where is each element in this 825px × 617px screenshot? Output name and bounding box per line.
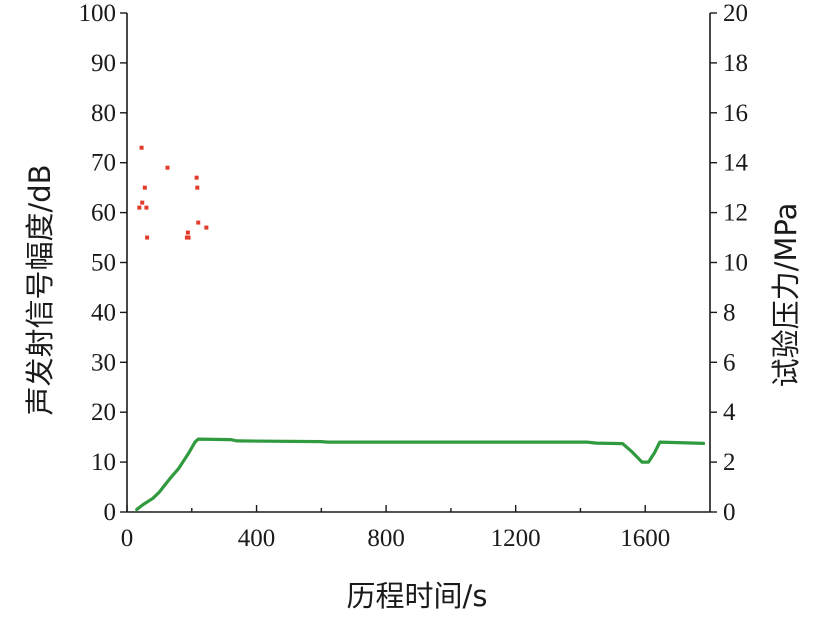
amplitude-point xyxy=(196,220,201,225)
left-y-tick-label: 40 xyxy=(91,299,116,326)
right-y-tick-label: 6 xyxy=(723,349,736,376)
right-y-tick-label: 2 xyxy=(723,449,736,476)
right-y-tick-label: 4 xyxy=(723,399,736,426)
right-y-tick-label: 18 xyxy=(723,50,748,77)
x-tick-label: 800 xyxy=(367,525,405,552)
right-y-tick-label: 14 xyxy=(723,150,749,177)
left-y-tick-label: 20 xyxy=(91,399,116,426)
amplitude-point xyxy=(137,205,142,210)
right-y-tick-label: 20 xyxy=(723,0,748,27)
x-axis-title: 历程时间/s xyxy=(347,579,488,613)
amplitude-point xyxy=(142,185,147,190)
pressure-line xyxy=(135,437,706,512)
amplitude-point xyxy=(194,175,199,180)
right-y-tick-label: 12 xyxy=(723,200,748,227)
x-tick-label: 1200 xyxy=(491,525,541,552)
right-y-tick-label: 0 xyxy=(723,499,736,526)
x-tick-label: 1600 xyxy=(620,525,670,552)
left-y-tick-label: 60 xyxy=(91,200,116,227)
amplitude-point xyxy=(145,235,150,240)
amplitude-point xyxy=(186,235,191,240)
left-y-tick-label: 0 xyxy=(104,499,117,526)
marks xyxy=(135,145,706,512)
left-y-tick-label: 30 xyxy=(91,349,116,376)
left-y-tick-label: 90 xyxy=(91,50,116,77)
amplitude-point xyxy=(140,200,145,205)
amplitude-point xyxy=(144,205,149,210)
amplitude-point xyxy=(204,225,209,230)
right-y-tick-label: 16 xyxy=(723,100,748,127)
x-tick-label: 0 xyxy=(121,525,134,552)
left-y-tick-label: 100 xyxy=(79,0,117,27)
amplitude-point xyxy=(195,185,200,190)
right-y-tick-label: 10 xyxy=(723,250,748,277)
amplitude-point xyxy=(165,165,170,170)
right-y-tick-label: 8 xyxy=(723,299,736,326)
ticks: 0 400 800 1200 1600 0 10 20 30 40 50 60 70 80 90 100 0 2 4… xyxy=(79,0,749,552)
left-y-tick-label: 50 xyxy=(91,250,116,277)
x-tick-label: 400 xyxy=(238,525,276,552)
left-y-tick-label: 70 xyxy=(91,150,116,177)
amplitude-point xyxy=(185,230,190,235)
left-y-tick-label: 10 xyxy=(91,449,116,476)
left-y-tick-label: 80 xyxy=(91,100,116,127)
amplitude-point xyxy=(139,145,144,150)
right-y-axis-title: 试验压力/MPa xyxy=(769,203,803,388)
axes xyxy=(126,13,711,513)
left-y-axis-title: 声发射信号幅度/dB xyxy=(23,164,57,415)
